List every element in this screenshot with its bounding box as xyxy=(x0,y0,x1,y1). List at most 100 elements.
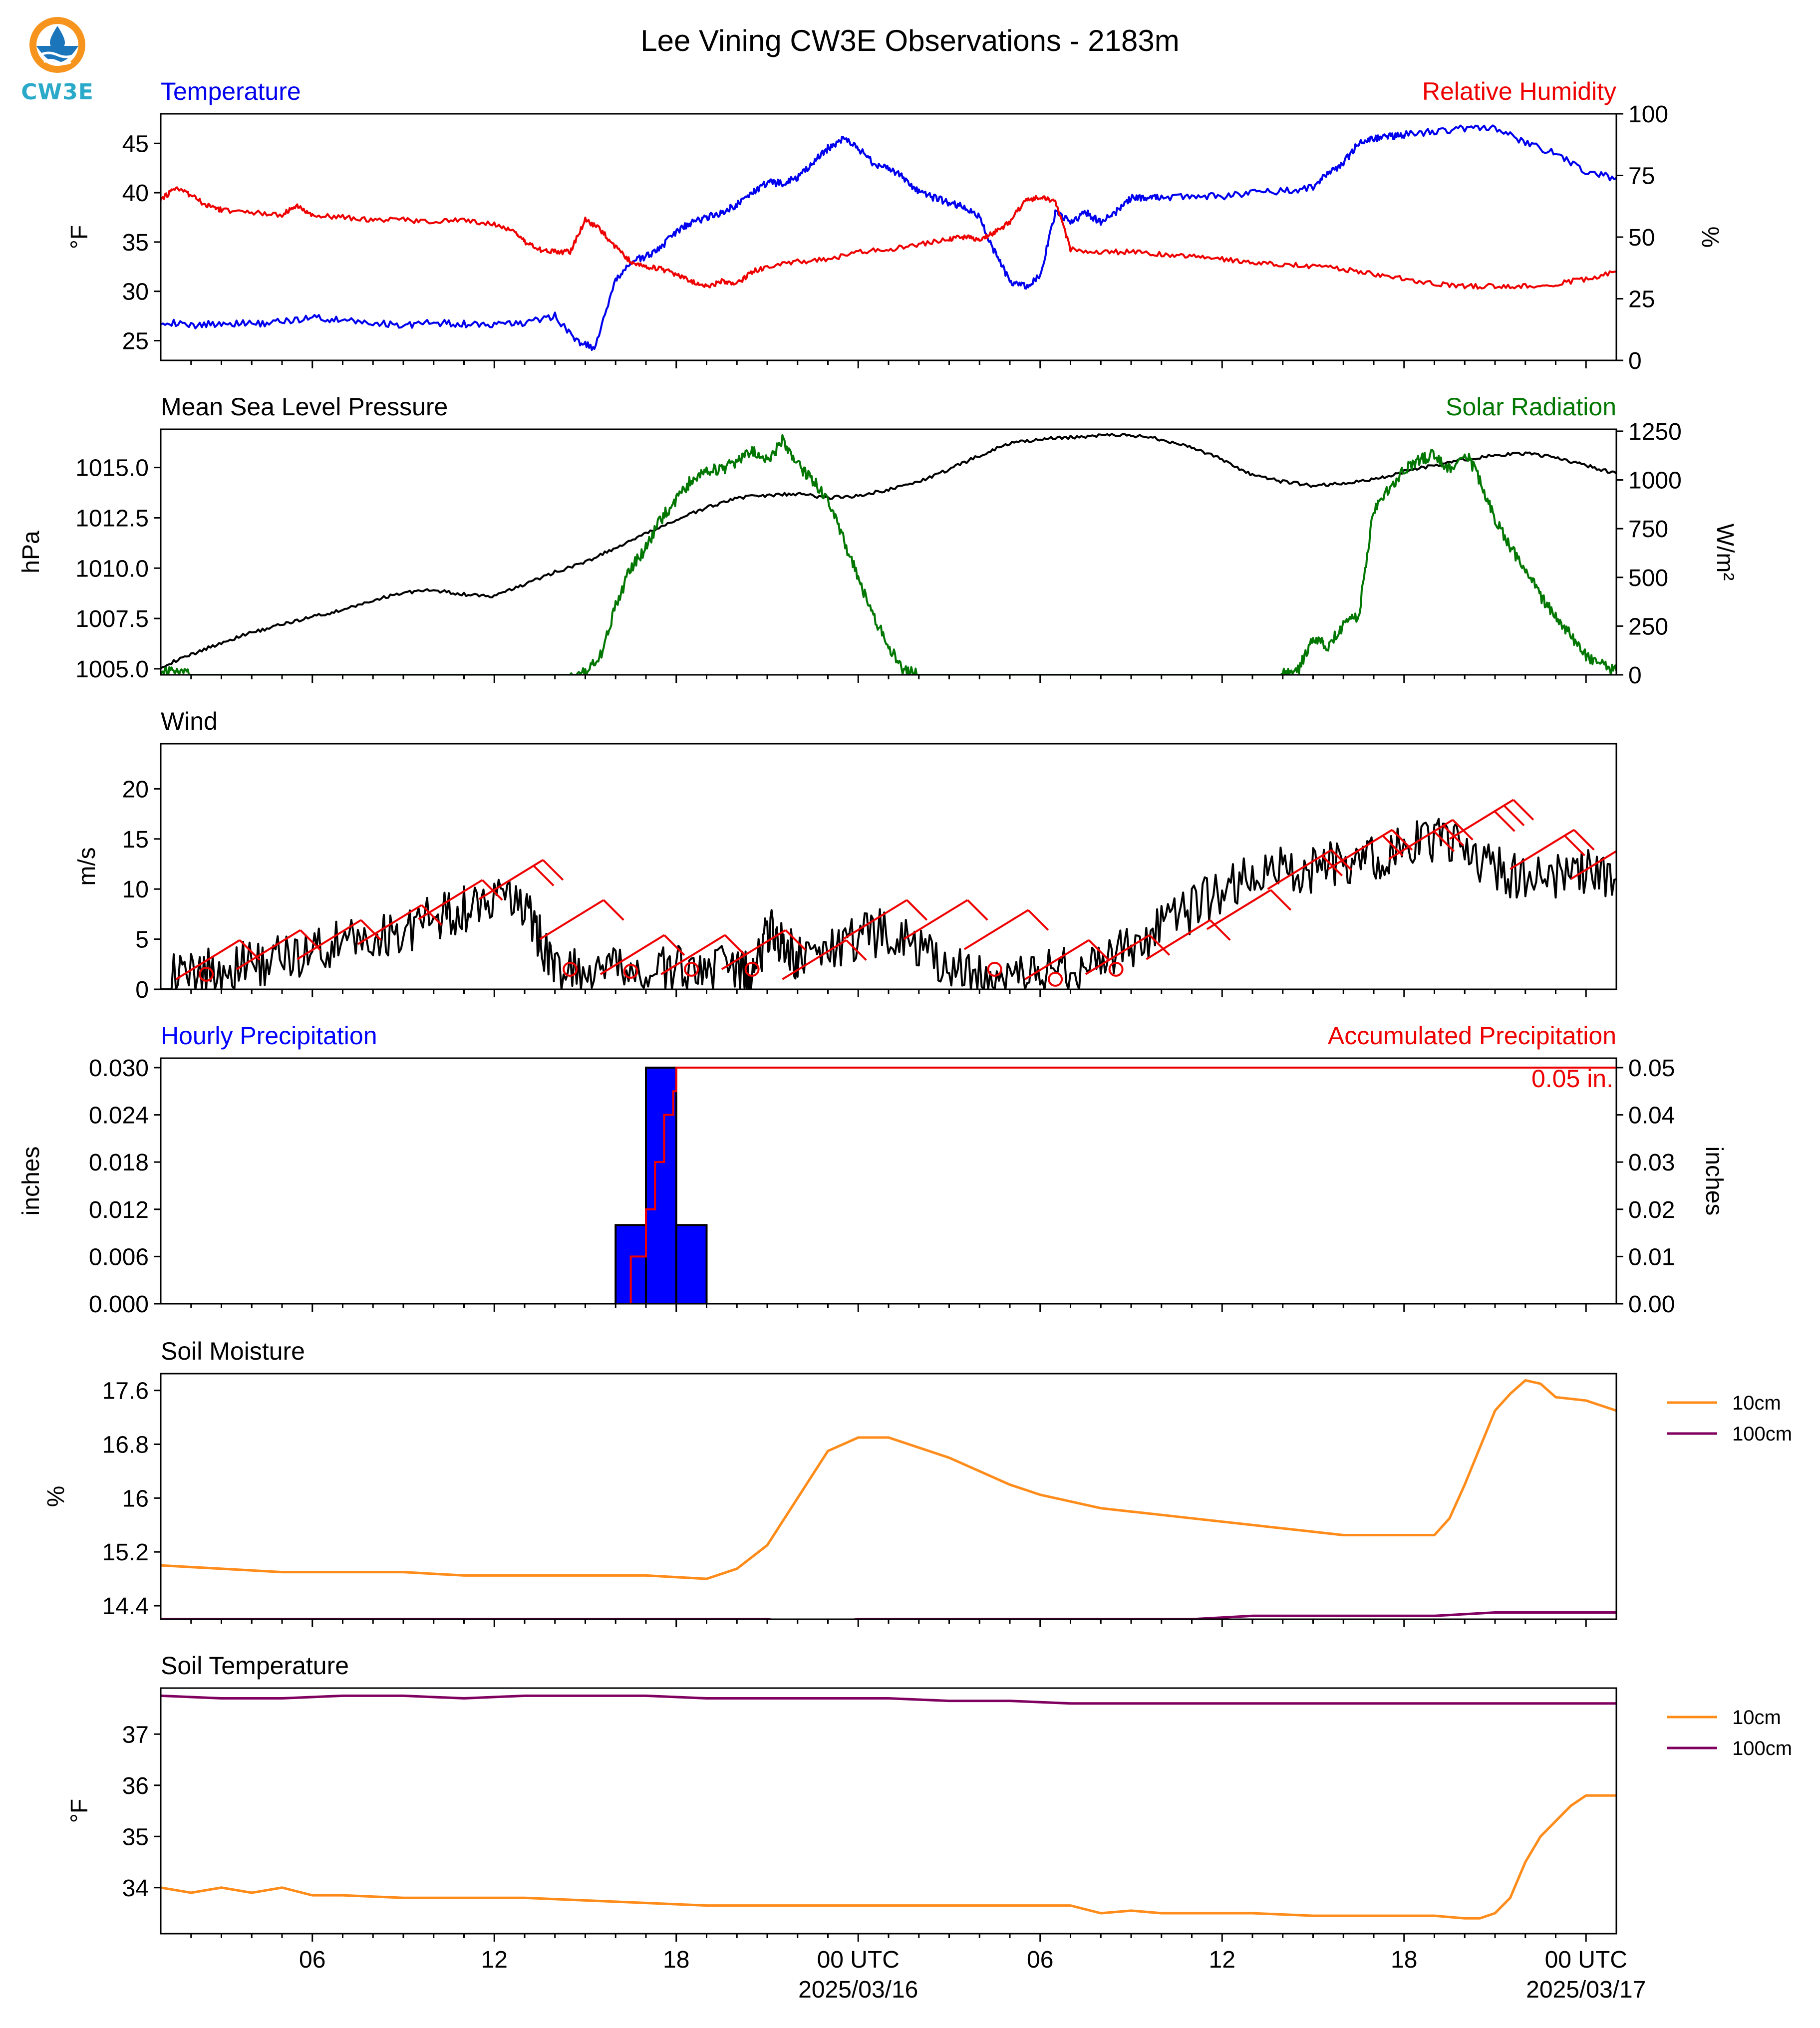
y-axis-label-right: inches xyxy=(1701,1147,1727,1216)
y-tick-label: 0.006 xyxy=(89,1244,149,1270)
x-tick-label: 18 xyxy=(1391,1947,1417,1973)
y-tick-label: 20 xyxy=(122,776,149,803)
wind-barb xyxy=(1267,849,1332,890)
wind-barb-flag xyxy=(663,934,685,956)
panel-left-title: Hourly Precipitation xyxy=(161,1022,377,1050)
x-tick-label: 06 xyxy=(299,1947,325,1973)
calm-wind-marker xyxy=(684,961,699,977)
y-tick-label: 5 xyxy=(135,927,149,953)
wind-barb-flag xyxy=(603,899,624,921)
wind-barb xyxy=(175,939,241,980)
y-tick-label: 40 xyxy=(122,180,149,207)
y-axis-label: % xyxy=(43,1486,69,1507)
y-tick-label: 0.024 xyxy=(89,1103,149,1129)
panel-5: Soil Temperature 34 35 36 37 °F 10cm 100cm xyxy=(66,1652,1792,1942)
wind-barb-flag xyxy=(1433,831,1455,852)
y-tick-label-right: 0.05 xyxy=(1628,1055,1675,1082)
panel-0: Temperature Relative Humidity 25 30 35 40 45 °F… xyxy=(66,77,1723,374)
wind-barb-flag xyxy=(542,859,564,881)
series-line-10cm xyxy=(161,1379,1616,1580)
plot-area xyxy=(161,1379,1616,1619)
wind-barb xyxy=(963,909,1029,950)
x-tick-date-label: 2025/03/16 xyxy=(798,1977,918,2003)
y-tick-label: 25 xyxy=(122,328,149,354)
wind-barb-flag xyxy=(533,865,555,886)
y-tick-label-right: 500 xyxy=(1628,565,1668,591)
wind-barb xyxy=(418,879,483,920)
y-tick-label-right: 0 xyxy=(1628,662,1642,689)
series-line-temperature xyxy=(161,124,1616,351)
wind-barb-flag xyxy=(1635,840,1655,860)
wind-barb-flag xyxy=(421,904,443,926)
calm-wind-marker xyxy=(1048,971,1063,987)
plot-area xyxy=(161,1694,1616,1920)
wind-barb-flag xyxy=(1625,846,1645,866)
y-tick-label: 17.6 xyxy=(102,1378,149,1405)
panel-frame xyxy=(160,1687,1617,1935)
y-tick-label-right: 0.01 xyxy=(1628,1244,1675,1270)
plot-area xyxy=(161,799,1655,989)
y-axis-label-right: W/m² xyxy=(1712,524,1738,581)
panel-frame xyxy=(160,1373,1617,1620)
series-line-mean-sea-level-pressure xyxy=(161,433,1616,669)
wind-barb xyxy=(1146,919,1211,960)
wind-barb xyxy=(1510,829,1575,870)
x-tick-label: 00 UTC xyxy=(1545,1947,1627,1973)
wind-barb-flag xyxy=(1503,805,1525,827)
legend-label: 10cm xyxy=(1732,1707,1781,1729)
y-tick-label-right: 750 xyxy=(1628,516,1668,543)
series-line-10cm xyxy=(161,1794,1616,1920)
y-tick-label: 1015.0 xyxy=(75,455,149,482)
panel-left-title: Soil Temperature xyxy=(161,1652,349,1680)
y-tick-label: 37 xyxy=(122,1722,149,1748)
accumulated-total-label: 0.05 in. xyxy=(1531,1065,1613,1093)
wind-barb xyxy=(236,929,301,970)
wind-barb xyxy=(1085,934,1150,975)
y-tick-label: 15.2 xyxy=(102,1539,149,1566)
wind-barb-flag xyxy=(1027,909,1049,931)
series-line-100cm xyxy=(161,1611,1616,1619)
precip-bar xyxy=(645,1066,677,1304)
y-tick-label: 16.8 xyxy=(102,1432,149,1458)
y-tick-label: 16 xyxy=(122,1485,149,1512)
plot-area xyxy=(161,433,1616,675)
y-axis-label: hPa xyxy=(18,531,44,574)
calm-wind-marker xyxy=(1108,961,1124,977)
y-tick-label: 34 xyxy=(122,1875,149,1902)
y-tick-label: 0 xyxy=(135,977,149,1003)
y-tick-label: 1007.5 xyxy=(75,606,149,632)
y-tick-label: 36 xyxy=(122,1773,149,1799)
wind-barb-flag xyxy=(1149,934,1171,956)
y-tick-label-right: 75 xyxy=(1628,163,1655,190)
y-axis-label-right: % xyxy=(1697,227,1723,248)
wind-barb xyxy=(1024,939,1090,980)
precip-bar xyxy=(675,1224,708,1304)
series-line-relative-humidity xyxy=(161,186,1616,290)
y-tick-label: 0.030 xyxy=(89,1055,149,1082)
x-tick-label: 06 xyxy=(1027,1947,1053,1973)
wind-barb xyxy=(903,899,968,940)
y-tick-label: 1005.0 xyxy=(75,656,149,683)
y-tick-label: 35 xyxy=(122,1824,149,1850)
accumulated-precip-line xyxy=(161,1066,1616,1304)
series-line-solar-radiation xyxy=(161,434,1616,675)
y-tick-label-right: 50 xyxy=(1628,225,1655,251)
panel-right-title: Solar Radiation xyxy=(1446,393,1616,421)
calm-wind-marker xyxy=(987,961,1002,977)
y-tick-label: 15 xyxy=(122,827,149,853)
y-tick-label-right: 0.02 xyxy=(1628,1197,1675,1223)
wind-barb xyxy=(660,934,726,975)
wind-barb xyxy=(478,859,544,900)
y-tick-label-right: 0 xyxy=(1628,348,1642,374)
panel-frame xyxy=(160,428,1617,676)
panel-3: Hourly Precipitation Accumulated Precipit… xyxy=(18,1022,1727,1318)
wind-barb-flag xyxy=(1494,810,1516,832)
panel-frame xyxy=(160,1057,1617,1305)
panel-frame xyxy=(160,113,1617,361)
wind-barb-flag xyxy=(360,919,382,941)
y-tick-label: 35 xyxy=(122,230,149,256)
series-line-100cm xyxy=(161,1694,1616,1705)
wind-barb xyxy=(1327,829,1393,870)
y-tick-label-right: 0.04 xyxy=(1628,1103,1675,1129)
calm-wind-marker xyxy=(744,961,760,977)
